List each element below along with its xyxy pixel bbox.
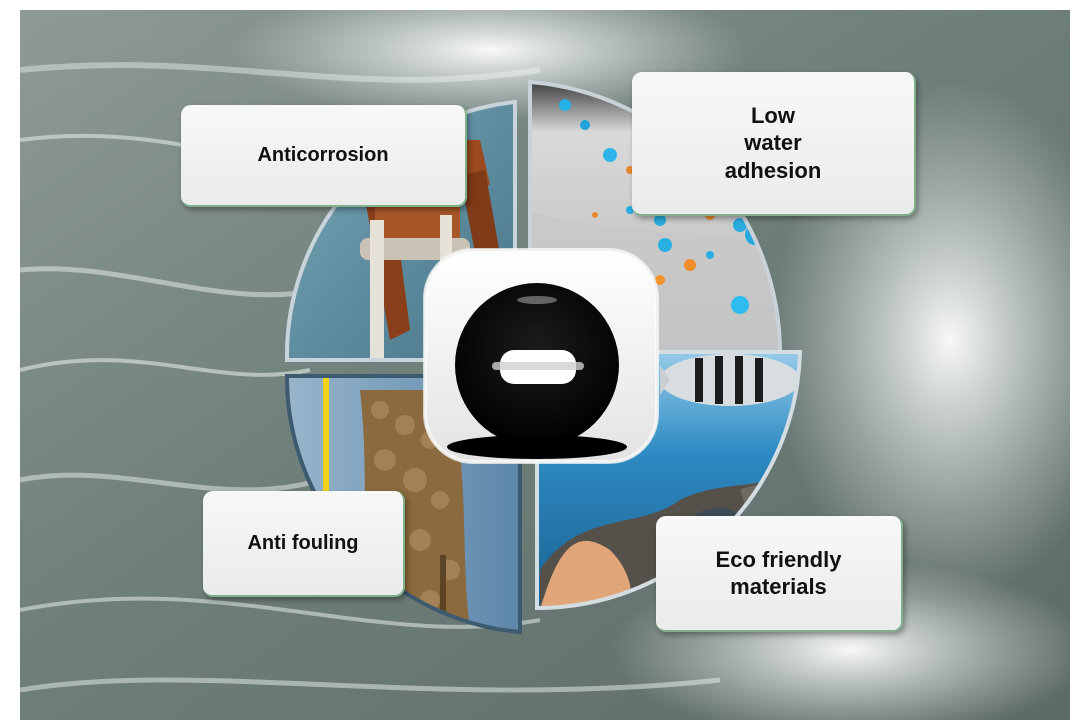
label-anticorrosion: Anticorrosion: [181, 105, 467, 207]
label-anticorrosion-text: Anticorrosion: [257, 143, 388, 168]
diagram-stage: Anticorrosion Low water adhesion Anti fo…: [20, 10, 1070, 720]
label-anti-fouling: Anti fouling: [203, 491, 405, 597]
center-droplet-tile: [425, 250, 657, 462]
label-low-water-adhesion-text: Low water adhesion: [725, 102, 822, 185]
label-eco-friendly-text: Eco friendly materials: [716, 546, 842, 601]
label-eco-friendly: Eco friendly materials: [656, 516, 903, 632]
droplet-base: [447, 435, 627, 459]
label-anti-fouling-text: Anti fouling: [247, 531, 358, 556]
label-low-water-adhesion: Low water adhesion: [632, 72, 916, 216]
